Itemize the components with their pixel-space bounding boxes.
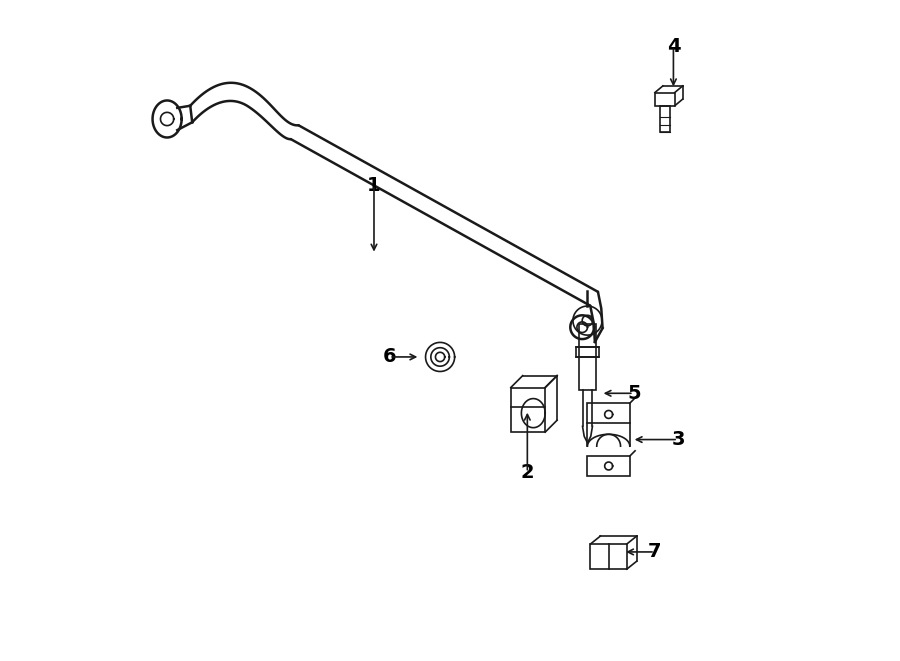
Bar bbox=[576, 347, 599, 357]
Bar bbox=[588, 403, 630, 423]
Text: 4: 4 bbox=[667, 37, 680, 56]
Bar bbox=[590, 544, 626, 569]
Bar bbox=[655, 93, 675, 106]
Text: 1: 1 bbox=[367, 176, 381, 194]
Bar bbox=[580, 324, 596, 390]
Text: 6: 6 bbox=[382, 348, 396, 366]
Bar bbox=[588, 456, 630, 476]
Text: 2: 2 bbox=[520, 463, 534, 482]
Bar bbox=[660, 106, 670, 132]
Text: 5: 5 bbox=[627, 384, 641, 403]
Text: 7: 7 bbox=[648, 543, 662, 561]
Text: 3: 3 bbox=[671, 430, 685, 449]
